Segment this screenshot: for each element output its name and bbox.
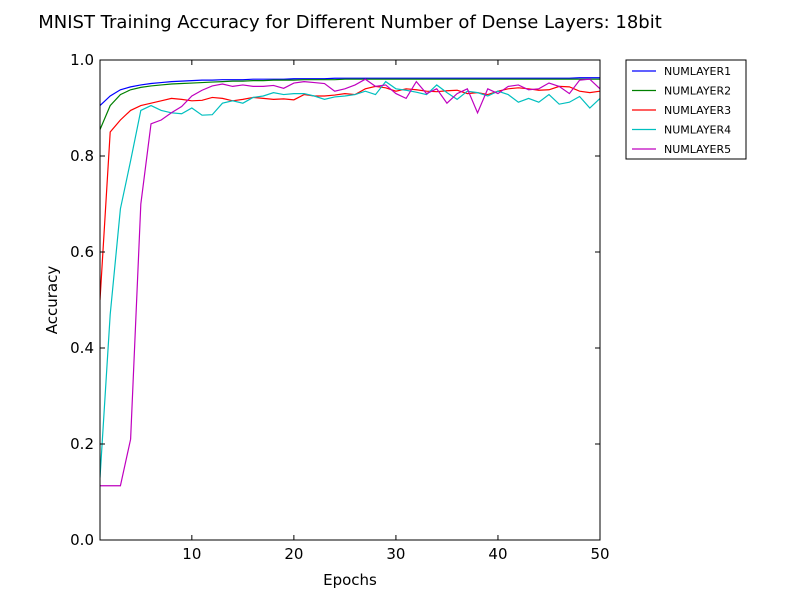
y-tick-label: 0.2 — [70, 435, 94, 453]
x-tick-label: 10 — [182, 545, 201, 563]
legend: NUMLAYER1 NUMLAYER2 NUMLAYER3 NUMLAYER4 NUML… — [625, 59, 747, 160]
plot-frame — [99, 59, 601, 541]
x-axis-label: Epochs — [323, 571, 377, 589]
series-lines — [100, 77, 600, 487]
y-tick-label: 0.6 — [70, 243, 94, 261]
y-axis-label: Accuracy — [43, 266, 61, 335]
y-tick-label: 1.0 — [70, 51, 94, 69]
legend-label-numlayer4: NUMLAYER4 — [664, 124, 731, 137]
y-tick-label: 0.0 — [70, 531, 94, 549]
x-tick-label: 40 — [488, 545, 507, 563]
series-line-numlayer2 — [100, 78, 600, 130]
x-tick-label: 20 — [284, 545, 303, 563]
chart-title: MNIST Training Accuracy for Different Nu… — [38, 12, 662, 33]
legend-label-numlayer3: NUMLAYER3 — [664, 104, 731, 117]
series-line-numlayer1 — [100, 77, 600, 107]
y-tick-label: 0.8 — [70, 147, 94, 165]
y-tick-label: 0.4 — [70, 339, 94, 357]
legend-label-numlayer5: NUMLAYER5 — [664, 143, 731, 156]
plot-area: 10 20 30 40 50 0.0 0.2 0.4 0.6 0.8 1.0 — [70, 51, 609, 563]
series-line-numlayer3 — [100, 85, 600, 301]
legend-label-numlayer2: NUMLAYER2 — [664, 85, 731, 98]
series-line-numlayer4 — [100, 80, 600, 478]
series-line-numlayer5 — [100, 78, 600, 487]
legend-label-numlayer1: NUMLAYER1 — [664, 65, 731, 78]
x-tick-label: 30 — [386, 545, 405, 563]
x-tick-label: 50 — [590, 545, 609, 563]
